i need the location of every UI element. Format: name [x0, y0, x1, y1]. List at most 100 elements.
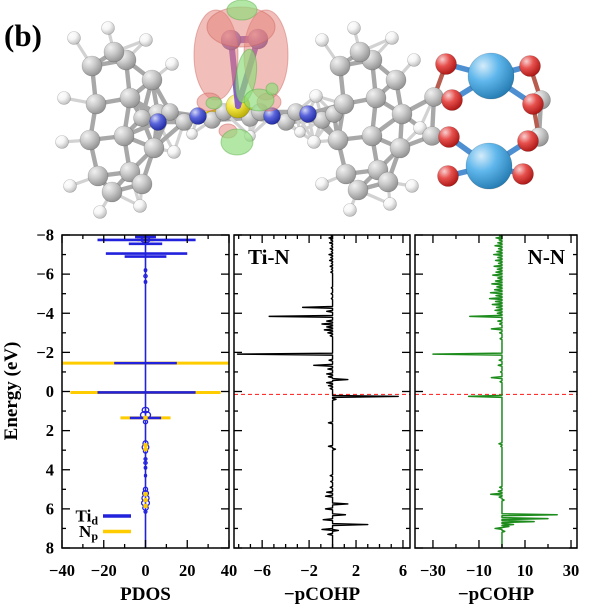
x-tick-label: −6	[253, 561, 271, 580]
h-atom	[165, 57, 179, 71]
dos-blob	[141, 406, 150, 414]
x-tick-label: −10	[466, 561, 492, 580]
ti-atom	[467, 52, 515, 100]
x-axis-title: PDOS	[120, 584, 171, 605]
x-tick-label: 40	[221, 561, 238, 580]
c-atom	[143, 137, 165, 159]
panel-title-n-n: N-N	[528, 245, 565, 269]
n-atom	[189, 107, 207, 125]
h-atom	[383, 197, 397, 211]
panel-label: (b)	[4, 18, 42, 53]
o-atom	[437, 165, 459, 187]
h-atom	[186, 128, 198, 140]
c-atom	[103, 41, 125, 63]
charge-density-lobe-green-group	[205, 0, 279, 156]
dos-dot	[143, 497, 148, 503]
h-atom	[307, 135, 321, 149]
y-tick-label: −8	[36, 226, 54, 245]
o-atom	[519, 55, 541, 77]
x-tick-label: 30	[563, 561, 580, 580]
h-atom	[55, 135, 69, 149]
y-tick-label: −2	[36, 343, 54, 362]
c-atom	[87, 165, 109, 187]
c-atom	[361, 125, 383, 147]
c-atom	[391, 103, 413, 125]
plot-frame	[414, 234, 578, 549]
c-atom	[335, 163, 357, 185]
h-atom	[133, 199, 147, 213]
h-atom	[63, 179, 77, 193]
y-tick-label: 8	[46, 539, 54, 558]
n-atom	[299, 105, 317, 123]
c-atom	[349, 41, 371, 63]
o-atom	[435, 53, 457, 75]
dos-dot	[143, 491, 148, 497]
c-atom	[113, 125, 135, 147]
x-tick-label: 0	[141, 561, 149, 580]
y-tick-label: −6	[36, 265, 54, 284]
dos-blob	[143, 465, 148, 470]
x-axis-title: −pCOHP	[284, 584, 361, 605]
dos-blob	[143, 456, 148, 462]
h-atom	[385, 31, 399, 45]
dos-dot	[143, 503, 148, 509]
y-tick-label: 6	[46, 499, 54, 518]
dos-blob	[143, 268, 148, 273]
c-atom	[327, 129, 349, 151]
panel-n-n: −30 −10 10 30 −pCOHP N-N	[414, 234, 580, 605]
x-tick-label: 2	[352, 561, 360, 580]
x-tick-label: −2	[300, 561, 318, 580]
c-atom	[347, 179, 369, 201]
cohp-curve	[432, 234, 558, 548]
n-atom	[149, 113, 167, 131]
y-tick-label: −4	[36, 304, 54, 323]
c-atom	[385, 69, 407, 91]
x-tick-label: −40	[49, 561, 75, 580]
h-atom	[315, 177, 329, 191]
x-tick-label: 10	[517, 561, 534, 580]
h-atom	[407, 53, 421, 67]
h-atom	[67, 31, 81, 45]
c-atom	[333, 93, 355, 115]
cohp-curve	[236, 234, 399, 548]
h-atom	[139, 33, 153, 47]
c-atom	[389, 137, 411, 159]
x-tick-label: 20	[179, 561, 196, 580]
c-atom	[81, 55, 103, 77]
y-tick-label: 0	[46, 382, 54, 401]
o-atom	[522, 93, 544, 115]
h-atom	[343, 203, 357, 217]
dos-blob	[143, 473, 148, 478]
legend-entry: Tid	[76, 507, 99, 528]
c-atom	[141, 69, 163, 91]
o-atom	[441, 89, 463, 111]
h-atom	[57, 91, 71, 105]
energy-axis-title: Energy (eV)	[1, 342, 22, 441]
dos-dot	[143, 446, 148, 452]
dos-dot	[143, 415, 148, 421]
h-atom	[309, 89, 323, 103]
x-tick-label: −30	[420, 561, 446, 580]
c-atom	[329, 55, 351, 77]
legend-entry: Np	[79, 522, 98, 543]
y-tick-label: 2	[46, 421, 54, 440]
o-atom	[438, 126, 460, 148]
x-tick-label: −20	[91, 561, 117, 580]
c-atom	[101, 181, 123, 203]
h-atom	[315, 33, 329, 47]
h-atom	[101, 21, 115, 35]
charge-density-lobe-green	[265, 82, 279, 96]
dos-blob	[143, 460, 148, 465]
plot-frame	[233, 234, 411, 549]
o-atom	[517, 130, 539, 152]
panel-ti-n: −6 −2 2 6 −pCOHP Ti-N	[233, 234, 411, 605]
h-atom	[93, 205, 107, 219]
charge-density-lobe-green	[205, 96, 223, 110]
dos-blob	[143, 273, 148, 279]
charge-density-lobe-green	[234, 48, 258, 104]
c-atom	[85, 93, 107, 115]
o-atom	[512, 163, 534, 185]
h-atom	[294, 126, 306, 138]
